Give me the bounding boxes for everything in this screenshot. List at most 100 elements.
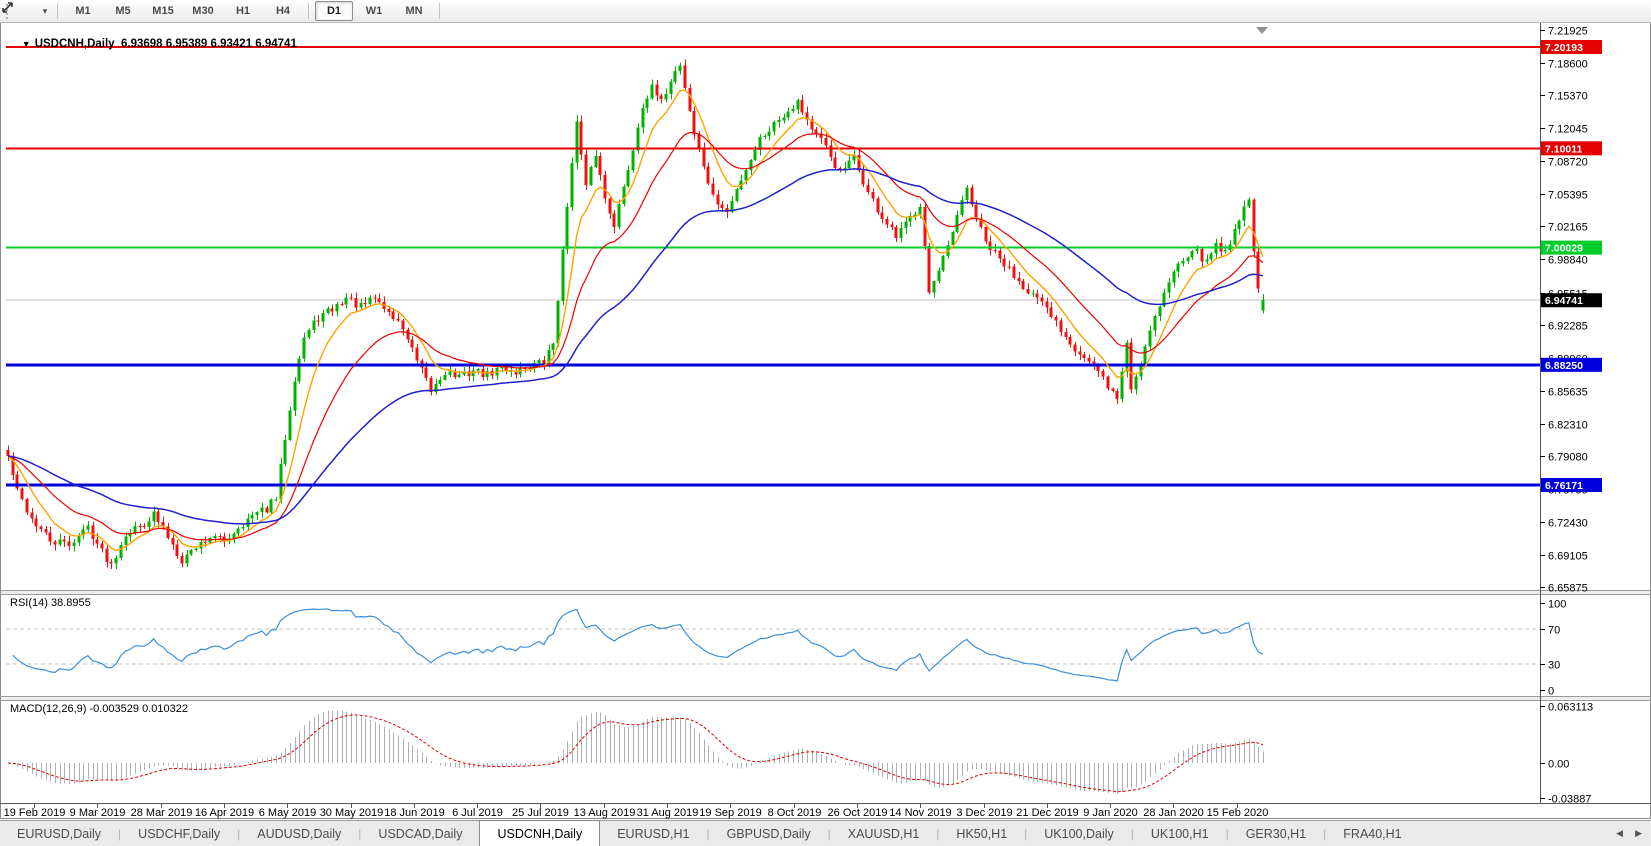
svg-text:31 Aug 2019: 31 Aug 2019: [637, 807, 699, 819]
svg-text:7.00029: 7.00029: [1545, 243, 1583, 255]
tab-separator: |: [936, 826, 940, 841]
toolbar-separator: [308, 3, 309, 19]
tab-separator: |: [358, 826, 362, 841]
timeframe-button-w1[interactable]: W1: [365, 5, 383, 17]
svg-text:7.20193: 7.20193: [1545, 42, 1583, 54]
tab-fra40-h1[interactable]: FRA40,H1: [1343, 826, 1402, 841]
tab-separator: |: [1130, 826, 1134, 841]
svg-text:100: 100: [1548, 599, 1566, 611]
ma-21-line: [7, 132, 1264, 541]
timeframe-button-m1[interactable]: M1: [75, 5, 91, 17]
timeframe-toolbar: ▾ M1 M5 M15 M30 H1 H4 D1 W1 MN: [0, 0, 1651, 23]
svg-text:19 Sep 2019: 19 Sep 2019: [699, 807, 761, 819]
ma-8-line: [7, 89, 1264, 552]
macd-indicator-label: MACD(12,26,9) -0.003529 0.010322: [10, 703, 188, 715]
tab-separator: |: [237, 826, 241, 841]
svg-text:7.02165: 7.02165: [1548, 222, 1588, 234]
tab-scroll-controls: ◀ ▶: [1607, 821, 1651, 846]
chart-title: ▼ USDCNH,Daily 6.93698 6.95389 6.93421 6.…: [9, 26, 297, 62]
candles: [6, 59, 1265, 570]
tab-eurusd-daily[interactable]: EURUSD,Daily: [17, 826, 102, 841]
rsi-indicator-label: RSI(14) 38.8955: [10, 597, 91, 609]
svg-text:28 Mar 2019: 28 Mar 2019: [131, 807, 193, 819]
tab-uk100-daily[interactable]: UK100,Daily: [1044, 826, 1114, 841]
svg-text:19 Feb 2019: 19 Feb 2019: [4, 807, 66, 819]
svg-text:9 Mar 2019: 9 Mar 2019: [70, 807, 126, 819]
timeframe-button-mn[interactable]: MN: [405, 5, 423, 17]
svg-text:7.21925: 7.21925: [1548, 26, 1588, 38]
tab-separator: |: [827, 826, 831, 841]
tab-uk100-h1[interactable]: UK100,H1: [1150, 826, 1209, 841]
tab-gbpusd-daily[interactable]: GBPUSD,Daily: [726, 826, 811, 841]
toolbar-dropdown-caret[interactable]: ▾: [42, 5, 48, 16]
tab-separator: |: [706, 826, 710, 841]
svg-text:6.76171: 6.76171: [1545, 480, 1583, 492]
tab-usdchf-daily[interactable]: USDCHF,Daily: [138, 826, 221, 841]
svg-text:6.79080: 6.79080: [1548, 452, 1588, 464]
macd-histogram: [13, 710, 1264, 794]
svg-text:7.18600: 7.18600: [1548, 59, 1588, 71]
svg-text:6.69105: 6.69105: [1548, 551, 1588, 563]
svg-text:70: 70: [1548, 625, 1560, 637]
svg-text:7.15370: 7.15370: [1548, 91, 1588, 103]
timeframe-button-h1[interactable]: H1: [235, 5, 251, 17]
svg-text:6.85635: 6.85635: [1548, 387, 1588, 399]
svg-text:-0.03887: -0.03887: [1548, 794, 1591, 806]
svg-text:30 May 2019: 30 May 2019: [320, 807, 384, 819]
tab-audusd-daily[interactable]: AUDUSD,Daily: [257, 826, 342, 841]
toolbar-separator: [57, 3, 58, 19]
svg-text:0: 0: [1548, 686, 1554, 698]
tab-xauusd-h1[interactable]: XAUUSD,H1: [847, 826, 920, 841]
tab-ger30-h1[interactable]: GER30,H1: [1245, 826, 1307, 841]
toolbar-grip[interactable]: [6, 3, 11, 19]
svg-text:14 Nov 2019: 14 Nov 2019: [889, 807, 951, 819]
svg-text:26 Oct 2019: 26 Oct 2019: [828, 807, 888, 819]
chart-symbol-label: USDCNH,Daily: [34, 38, 115, 50]
svg-text:30: 30: [1548, 660, 1560, 672]
svg-text:6.72430: 6.72430: [1548, 518, 1588, 530]
timeframe-button-h4[interactable]: H4: [275, 5, 291, 17]
svg-text:6.65875: 6.65875: [1548, 583, 1588, 595]
svg-text:9 Jan 2020: 9 Jan 2020: [1083, 807, 1137, 819]
tab-usdcnh-daily[interactable]: USDCNH,Daily: [479, 820, 601, 846]
svg-text:0.00: 0.00: [1548, 759, 1569, 771]
svg-text:7.12045: 7.12045: [1548, 124, 1588, 136]
tab-eurusd-h1[interactable]: EURUSD,H1: [617, 826, 690, 841]
chart-ohlc-values: 6.93698 6.95389 6.93421 6.94741: [120, 38, 297, 50]
chart-tabs: EURUSD,Daily | USDCHF,Daily | AUDUSD,Daily | U…: [0, 820, 1419, 846]
svg-text:6 May 2019: 6 May 2019: [259, 807, 316, 819]
svg-text:6.82310: 6.82310: [1548, 420, 1588, 432]
timeframe-button-m15[interactable]: M15: [152, 5, 174, 17]
svg-text:7.05395: 7.05395: [1548, 190, 1588, 202]
tab-separator: |: [1024, 826, 1028, 841]
svg-text:6.98840: 6.98840: [1548, 255, 1588, 267]
svg-text:6.94741: 6.94741: [1545, 295, 1583, 307]
svg-text:15 Feb 2020: 15 Feb 2020: [1207, 807, 1269, 819]
chart-title-caret-icon[interactable]: ▼: [21, 39, 31, 49]
tab-usdcad-daily[interactable]: USDCAD,Daily: [378, 826, 463, 841]
tab-separator: |: [118, 826, 122, 841]
tab-separator: |: [1323, 826, 1327, 841]
svg-text:8 Oct 2019: 8 Oct 2019: [768, 807, 822, 819]
svg-text:25 Jul 2019: 25 Jul 2019: [512, 807, 569, 819]
svg-text:13 Aug 2019: 13 Aug 2019: [574, 807, 636, 819]
svg-text:6.88250: 6.88250: [1545, 360, 1583, 372]
svg-text:7.08720: 7.08720: [1548, 157, 1588, 169]
timeframe-button-m5[interactable]: M5: [115, 5, 131, 17]
timeframe-buttons-group: M1 M5 M15 M30 H1 H4 D1 W1 MN: [63, 1, 445, 21]
tab-scroll-right-icon[interactable]: ▶: [1635, 828, 1642, 838]
diagonal-arrows-icon[interactable]: [2, 2, 38, 21]
timeframe-button-m30[interactable]: M30: [192, 5, 214, 17]
svg-text:21 Dec 2019: 21 Dec 2019: [1016, 807, 1078, 819]
timeframe-button-d1[interactable]: D1: [315, 1, 353, 21]
svg-text:16 Apr 2019: 16 Apr 2019: [195, 807, 254, 819]
tab-hk50-h1[interactable]: HK50,H1: [956, 826, 1008, 841]
svg-text:3 Dec 2019: 3 Dec 2019: [956, 807, 1012, 819]
tab-scroll-left-icon[interactable]: ◀: [1616, 828, 1624, 838]
rsi-line: [12, 608, 1264, 682]
svg-text:6 Jul 2019: 6 Jul 2019: [452, 807, 503, 819]
chart-tabs-bar: EURUSD,Daily | USDCHF,Daily | AUDUSD,Daily | U…: [0, 820, 1651, 846]
svg-text:18 Jun 2019: 18 Jun 2019: [384, 807, 445, 819]
